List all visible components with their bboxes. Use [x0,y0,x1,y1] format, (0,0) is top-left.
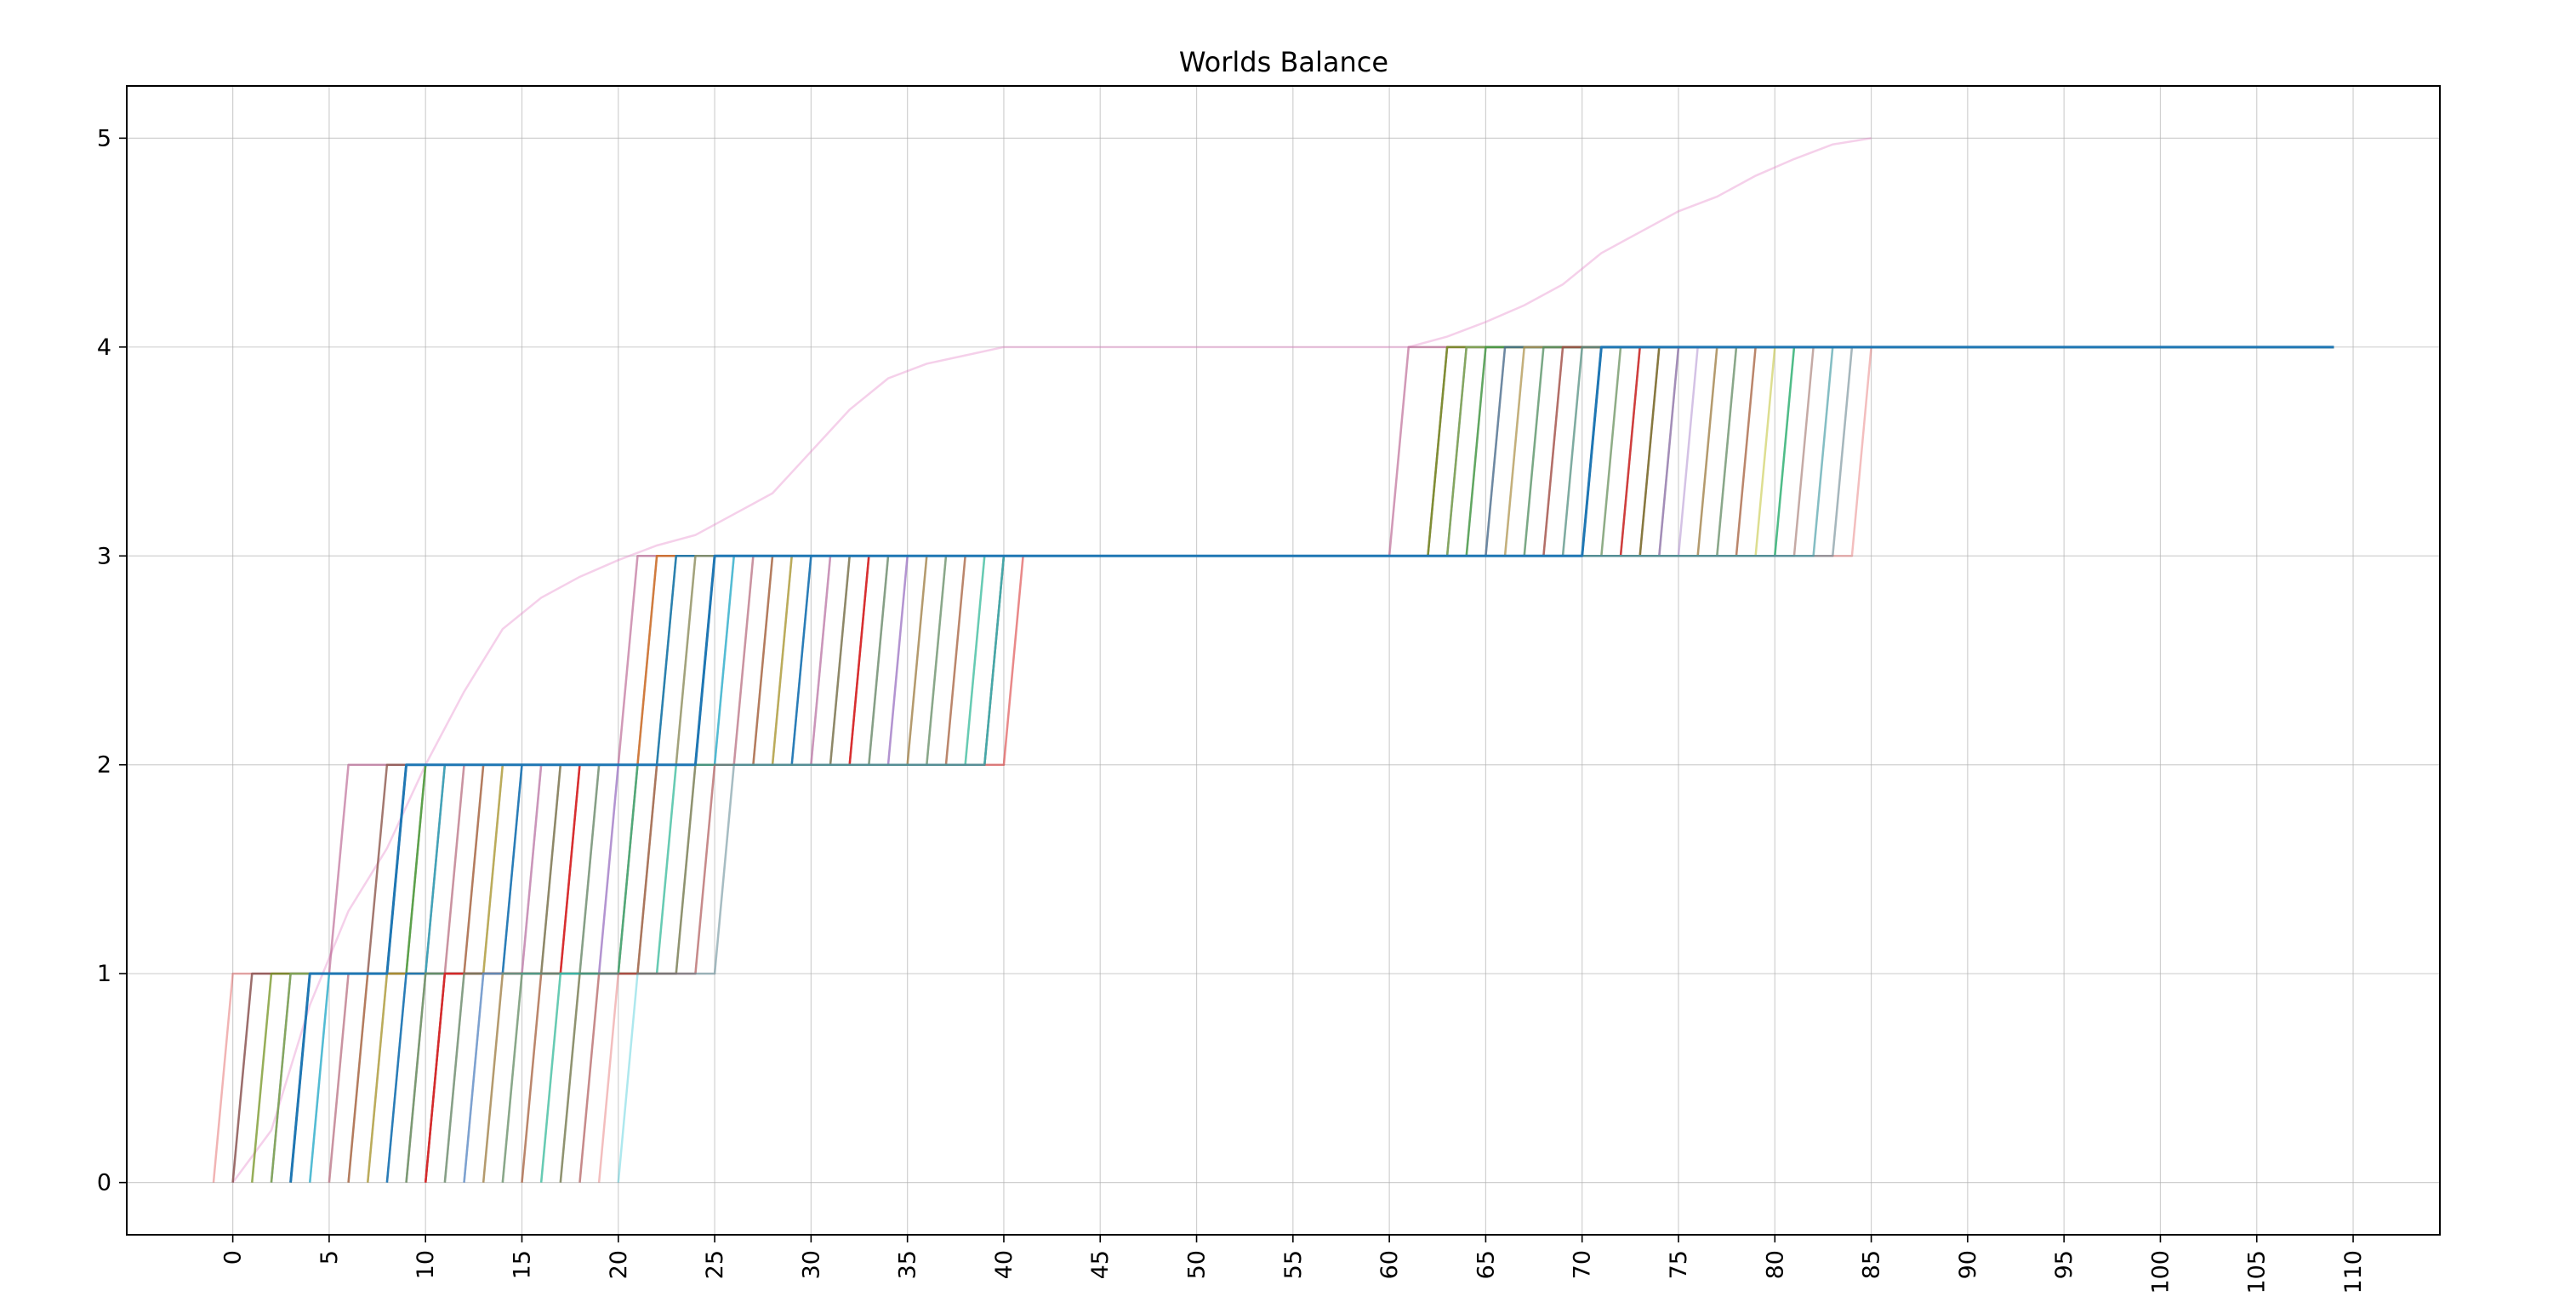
x-tick-label: 25 [702,1250,728,1279]
x-tick-label: 80 [1762,1250,1788,1279]
x-tick-label: 70 [1570,1250,1596,1279]
x-tick-label: 60 [1376,1250,1403,1279]
plot-frame [126,85,2441,1236]
x-tick-label: 5 [316,1250,343,1265]
x-tick-label: 10 [413,1250,439,1279]
series-line-42 [597,345,2334,1183]
grid [127,86,2440,1235]
y-tick-label: 0 [97,1170,111,1196]
x-tick-label: 45 [1087,1250,1114,1279]
x-tick-label: 105 [2244,1250,2271,1294]
y-tick-label: 3 [97,543,111,569]
x-tick-label: 110 [2340,1250,2367,1294]
series-line-44 [463,345,2334,1183]
y-axis: 0 1 2 3 4 5 [97,125,127,1196]
x-tick-label: 90 [1955,1250,1981,1279]
series-line-41 [578,345,2334,1183]
x-tick-label: 20 [606,1250,632,1279]
y-tick-label: 4 [97,334,111,361]
x-tick-label: 0 [220,1250,247,1265]
mean-series-line [231,137,1872,1184]
x-tick-label: 85 [1859,1250,1885,1279]
y-tick-label: 5 [97,125,111,151]
x-tick-label: 65 [1473,1250,1499,1279]
x-tick-label: 50 [1184,1250,1211,1279]
x-tick-label: 15 [509,1250,535,1279]
series-line-45 [289,345,2334,1183]
x-tick-label: 30 [798,1250,824,1279]
x-tick-label: 75 [1666,1250,1692,1279]
x-tick-label: 100 [2147,1250,2174,1294]
x-tick-label: 55 [1280,1250,1307,1279]
y-tick-label: 1 [97,961,111,987]
x-tick-label: 95 [2051,1250,2077,1279]
y-tick-label: 2 [97,752,111,779]
series-lines [212,137,2334,1184]
series-line-40 [578,345,2334,1183]
series-line-43 [617,345,2334,1183]
x-axis: 0 5 10 15 20 25 30 35 40 45 50 55 60 65 70 75 80 85 90 95 10… [220,1235,2367,1294]
chart-title: Worlds Balance [1179,46,1388,78]
x-tick-label: 35 [895,1250,921,1279]
x-tick-label: 40 [991,1250,1017,1279]
